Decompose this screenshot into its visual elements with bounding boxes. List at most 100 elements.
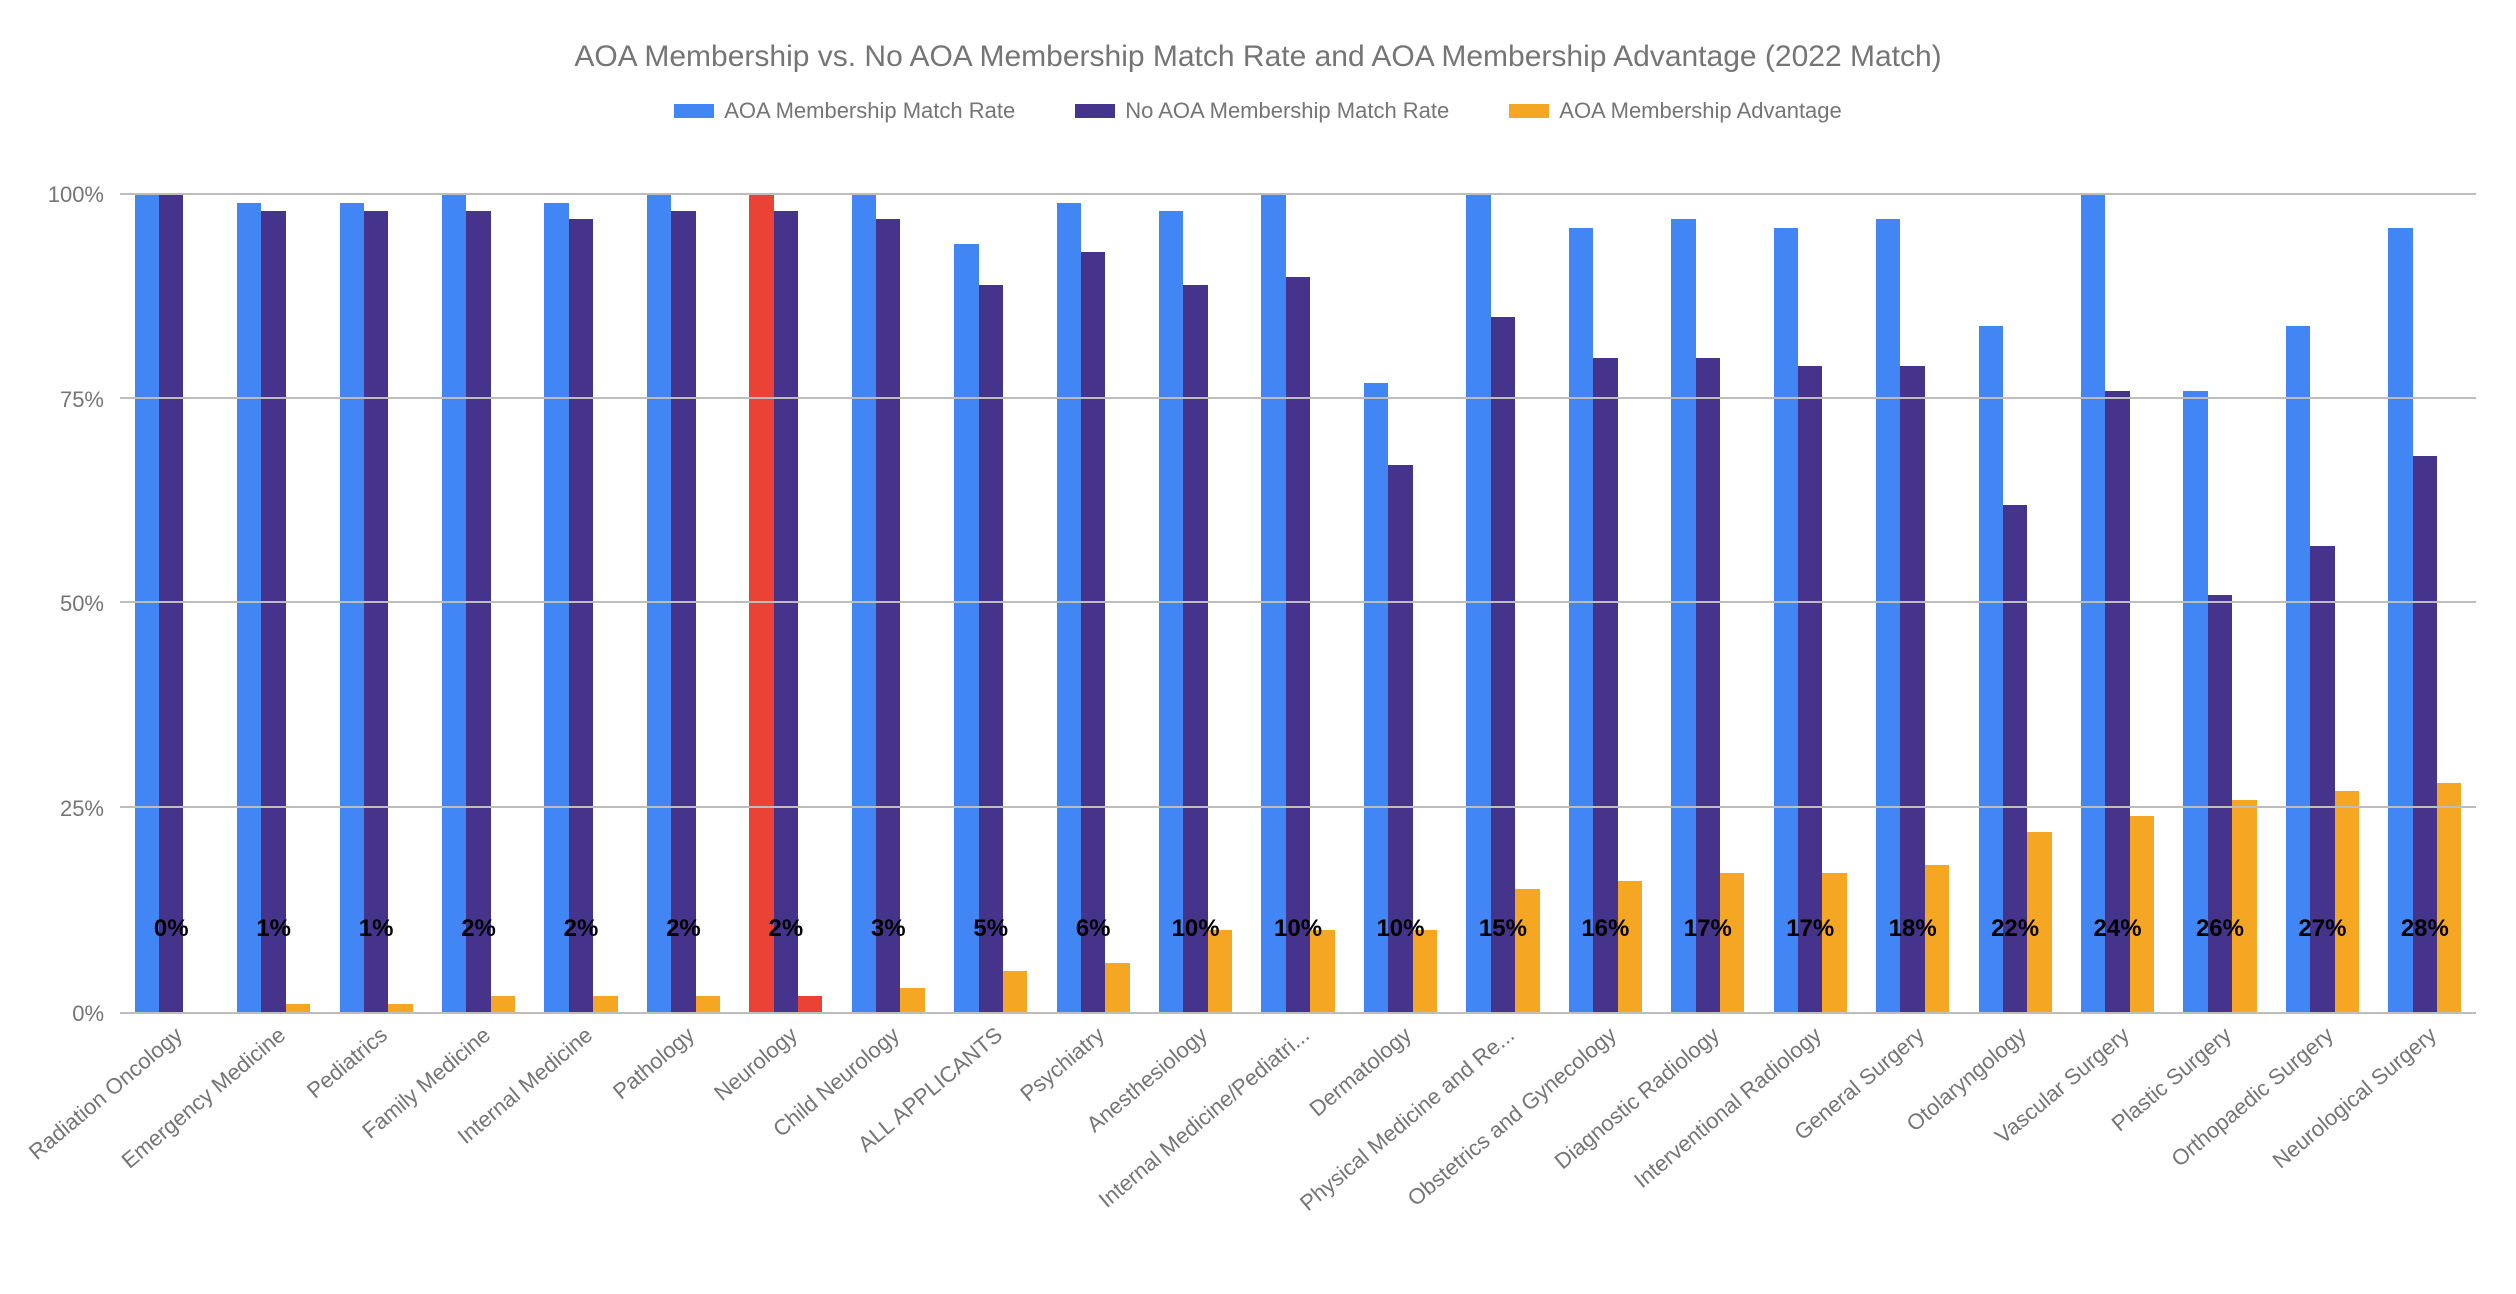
bar-group: 16% bbox=[1554, 154, 1656, 1012]
bar-noaoa bbox=[1388, 465, 1412, 1012]
bar-noaoa bbox=[979, 285, 1003, 1012]
x-label-slot: Internal Medicine bbox=[530, 1014, 632, 1274]
legend-label: AOA Membership Advantage bbox=[1559, 98, 1842, 124]
bar-aoa bbox=[1159, 211, 1183, 1012]
bar-group: 27% bbox=[2271, 154, 2373, 1012]
bar-noaoa bbox=[1593, 358, 1617, 1012]
bar-adv bbox=[1720, 873, 1744, 1012]
bar-adv bbox=[1822, 873, 1846, 1012]
bar-adv bbox=[2335, 791, 2359, 1012]
bar-noaoa bbox=[1286, 277, 1310, 1012]
bar-adv bbox=[2437, 783, 2461, 1012]
y-tick-label: 0% bbox=[72, 1001, 104, 1027]
bar-group: 5% bbox=[940, 154, 1042, 1012]
bar-group: 10% bbox=[1349, 154, 1451, 1012]
bar-group: 2% bbox=[530, 154, 632, 1012]
x-label-slot: Family Medicine bbox=[427, 1014, 529, 1274]
bar-noaoa bbox=[1491, 317, 1515, 1012]
y-tick-label: 50% bbox=[60, 591, 104, 617]
bar-adv bbox=[2232, 800, 2256, 1012]
legend-swatch bbox=[674, 104, 714, 118]
bar-adv bbox=[1618, 881, 1642, 1012]
x-label-slot: Pediatrics bbox=[325, 1014, 427, 1274]
chart-container: AOA Membership vs. No AOA Membership Mat… bbox=[0, 0, 2516, 1294]
bar-noaoa bbox=[261, 211, 285, 1012]
bar-noaoa bbox=[1696, 358, 1720, 1012]
bar-group: 2% bbox=[632, 154, 734, 1012]
bar-group: 2% bbox=[427, 154, 529, 1012]
bar-group: 22% bbox=[1964, 154, 2066, 1012]
bar-adv bbox=[593, 996, 617, 1012]
x-label-slot: Pathology bbox=[632, 1014, 734, 1274]
bar-group: 1% bbox=[325, 154, 427, 1012]
bar-aoa bbox=[340, 203, 364, 1012]
gridline bbox=[120, 806, 2476, 808]
y-axis: 0%25%50%75%100% bbox=[40, 154, 120, 1014]
x-label-slot: Neurology bbox=[735, 1014, 837, 1274]
x-label-slot: ALL APPLICANTS bbox=[940, 1014, 1042, 1274]
bar-aoa bbox=[1569, 228, 1593, 1012]
bar-noaoa bbox=[2105, 391, 2129, 1012]
bar-adv bbox=[900, 988, 924, 1013]
gridline bbox=[120, 397, 2476, 399]
bar-noaoa bbox=[2310, 546, 2334, 1012]
bar-noaoa bbox=[1798, 366, 1822, 1012]
bar-aoa bbox=[237, 203, 261, 1012]
bar-aoa bbox=[1057, 203, 1081, 1012]
x-axis: Radiation OncologyEmergency MedicinePedi… bbox=[120, 1014, 2476, 1274]
legend-item: AOA Membership Match Rate bbox=[674, 98, 1015, 124]
bar-aoa bbox=[2286, 326, 2310, 1012]
legend-item: No AOA Membership Match Rate bbox=[1075, 98, 1449, 124]
bar-aoa bbox=[1876, 219, 1900, 1012]
x-label-slot: General Surgery bbox=[1861, 1014, 1963, 1274]
bar-group: 1% bbox=[222, 154, 324, 1012]
bar-group: 28% bbox=[2374, 154, 2476, 1012]
bar-noaoa bbox=[364, 211, 388, 1012]
bar-aoa bbox=[1774, 228, 1798, 1012]
y-tick-label: 100% bbox=[48, 182, 104, 208]
bar-aoa bbox=[1364, 383, 1388, 1012]
bar-aoa bbox=[1671, 219, 1695, 1012]
bar-group: 10% bbox=[1144, 154, 1246, 1012]
bar-adv bbox=[1310, 930, 1334, 1012]
bar-adv bbox=[2130, 816, 2154, 1012]
bar-adv bbox=[491, 996, 515, 1012]
bar-aoa bbox=[2183, 391, 2207, 1012]
bar-adv bbox=[1515, 889, 1539, 1012]
gridline bbox=[120, 601, 2476, 603]
bar-group: 0% bbox=[120, 154, 222, 1012]
x-label-slot: Internal Medicine/Pediatri... bbox=[1247, 1014, 1349, 1274]
bar-noaoa bbox=[1900, 366, 1924, 1012]
bar-adv bbox=[1925, 865, 1949, 1012]
bar-adv bbox=[1413, 930, 1437, 1012]
x-label-slot: Emergency Medicine bbox=[222, 1014, 324, 1274]
bar-noaoa bbox=[569, 219, 593, 1012]
bar-group: 3% bbox=[837, 154, 939, 1012]
legend-label: AOA Membership Match Rate bbox=[724, 98, 1015, 124]
bar-group: 15% bbox=[1452, 154, 1554, 1012]
x-label-slot: Child Neurology bbox=[837, 1014, 939, 1274]
bar-aoa bbox=[544, 203, 568, 1012]
bar-aoa bbox=[1979, 326, 2003, 1012]
bar-aoa bbox=[954, 244, 978, 1012]
bar-group: 6% bbox=[1042, 154, 1144, 1012]
x-label-slot: Otolaryngology bbox=[1964, 1014, 2066, 1274]
legend-swatch bbox=[1075, 104, 1115, 118]
bar-adv bbox=[2027, 832, 2051, 1012]
bar-group: 18% bbox=[1861, 154, 1963, 1012]
bar-adv bbox=[1003, 971, 1027, 1012]
bar-noaoa bbox=[876, 219, 900, 1012]
bar-noaoa bbox=[2003, 505, 2027, 1012]
x-label-slot: Interventional Radiology bbox=[1759, 1014, 1861, 1274]
bar-noaoa bbox=[774, 211, 798, 1012]
bar-adv bbox=[286, 1004, 310, 1012]
legend-swatch bbox=[1509, 104, 1549, 118]
bar-adv bbox=[388, 1004, 412, 1012]
x-label-slot: Psychiatry bbox=[1042, 1014, 1144, 1274]
bar-aoa bbox=[2388, 228, 2412, 1012]
x-label-slot: Vascular Surgery bbox=[2066, 1014, 2168, 1274]
bar-adv bbox=[1208, 930, 1232, 1012]
y-tick-label: 25% bbox=[60, 796, 104, 822]
bar-groups: 0%1%1%2%2%2%2%3%5%6%10%10%10%15%16%17%17… bbox=[120, 154, 2476, 1012]
bar-group: 2% bbox=[735, 154, 837, 1012]
